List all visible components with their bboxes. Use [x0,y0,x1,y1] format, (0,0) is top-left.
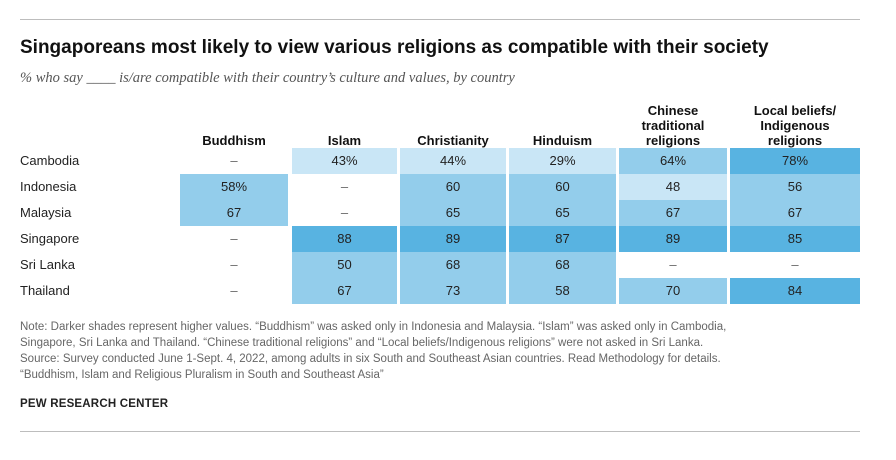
row-label-singapore: Singapore [20,231,80,246]
column-header-line: religions [767,133,823,148]
chart-notes: Note: Darker shades represent higher val… [20,319,870,383]
heat-cell: 58 [509,278,616,304]
heat-cell: – [180,226,288,252]
column-header-6: Local beliefs/Indigenous religions [730,98,860,148]
heat-cell: 67 [619,200,727,226]
note-line-4: “Buddhism, Islam and Religious Pluralism… [20,369,384,381]
column-header-line: Islam [327,133,362,148]
column-header-line: Hinduism [532,133,593,148]
heat-cell: 70 [619,278,727,304]
heat-cell: 60 [509,174,616,200]
heat-cell: 44% [400,148,506,174]
heat-cell: – [180,148,288,174]
heat-cell: 60 [400,174,506,200]
heat-cell: 85 [730,226,860,252]
heat-cell: 84 [730,278,860,304]
heat-cell: 78% [730,148,860,174]
column-header-line: Christianity [417,133,489,148]
heat-cell: – [619,252,727,278]
row-label-thailand: Thailand [20,283,70,298]
heat-cell: 65 [400,200,506,226]
heat-cell: 43% [292,148,397,174]
column-header-2: Islam [292,98,397,148]
heat-cell: 89 [619,226,727,252]
heat-cell: 64% [619,148,727,174]
heat-cell: – [730,252,860,278]
heat-cell: 67 [180,200,288,226]
heat-cell: 87 [509,226,616,252]
chart-title: Singaporeans most likely to view various… [20,37,769,58]
column-header-1: Buddhism [180,98,288,148]
bottom-rule [20,431,860,432]
column-header-line: religions [645,133,701,148]
column-header-5: Chinese traditional religions [619,98,727,148]
heat-cell: 58% [180,174,288,200]
heat-cell: 89 [400,226,506,252]
heatmap-table: Buddhism Islam Christianity Hinduism Chinese… [20,98,862,304]
row-label-cambodia: Cambodia [20,153,80,168]
heat-cell: 67 [730,200,860,226]
row-label-malaysia: Malaysia [20,205,72,220]
top-rule [20,19,860,20]
brand-label: PEW RESEARCH CENTER [20,398,169,410]
column-header-line: Chinese [647,103,699,118]
column-header-line: Buddhism [202,133,266,148]
heat-cell: 56 [730,174,860,200]
heat-cell: – [292,200,397,226]
heat-cell: 67 [292,278,397,304]
heat-cell: 88 [292,226,397,252]
heat-cell: 48 [619,174,727,200]
heat-cell: 50 [292,252,397,278]
row-label-sri-lanka: Sri Lanka [20,257,75,272]
heat-cell: – [180,252,288,278]
column-header-3: Christianity [400,98,506,148]
note-line-3: Source: Survey conducted June 1-Sept. 4,… [20,353,721,365]
heat-cell: – [180,278,288,304]
heat-cell: – [292,174,397,200]
row-label-indonesia: Indonesia [20,179,77,194]
heat-cell: 68 [509,252,616,278]
heat-cell: 73 [400,278,506,304]
heat-cell: 65 [509,200,616,226]
chart-subtitle: % who say ____ is/are compatible with th… [20,70,515,86]
heat-cell: 29% [509,148,616,174]
note-line-1: Note: Darker shades represent higher val… [20,321,727,333]
column-header-4: Hinduism [509,98,616,148]
column-header-line: Local beliefs/ [753,103,837,118]
note-line-2: Singapore, Sri Lanka and Thailand. “Chin… [20,337,704,349]
column-header-line: traditional [641,118,705,133]
heat-cell: 68 [400,252,506,278]
column-header-line: Indigenous [760,118,830,133]
